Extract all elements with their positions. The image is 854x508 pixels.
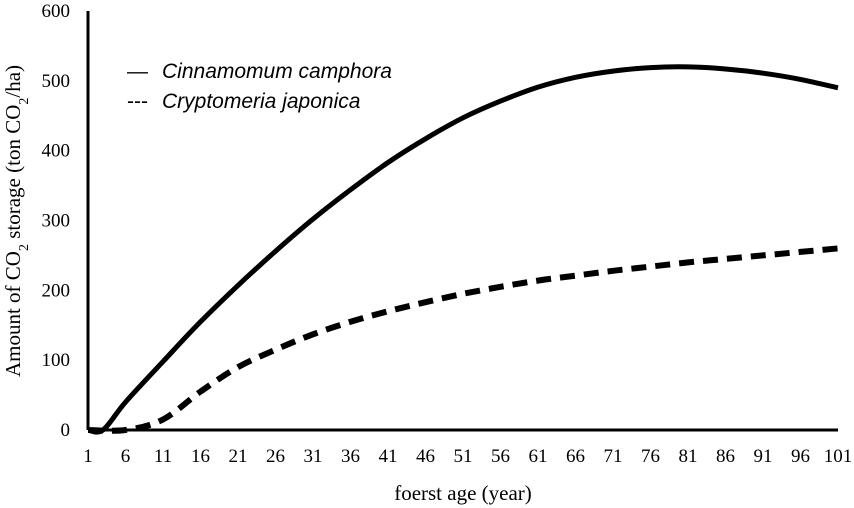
x-tick-label: 31 — [304, 446, 323, 467]
legend-marker-dashed: --- — [127, 90, 148, 113]
y-tick-label: 300 — [42, 211, 71, 232]
axes — [86, 11, 838, 432]
x-tick-label: 66 — [566, 446, 585, 467]
x-tick-label: 41 — [379, 446, 398, 467]
legend-item-cryptomeria: --- Cryptomeria japonica — [127, 90, 360, 113]
y-tick-label: 500 — [42, 71, 71, 92]
plot-series — [87, 64, 839, 435]
x-tick-label: 21 — [229, 446, 248, 467]
y-tick-label: 200 — [42, 280, 71, 301]
series-line-cryptomeria — [87, 245, 839, 434]
x-tick-label: 56 — [491, 446, 510, 467]
series-line-cinnamomum — [87, 64, 839, 435]
x-tick-label: 36 — [341, 446, 360, 467]
x-tick-labels: 1 6 11 16 21 26 31 36 41 46 51 56 61 66 71 76 81 86 91 96 10… — [83, 446, 852, 467]
y-tick-label: 100 — [42, 350, 71, 371]
x-axis-title: foerst age (year) — [394, 481, 532, 505]
legend: — Cinnamomum camphora --- Cryptomeria ja… — [127, 60, 392, 113]
x-tick-label: 51 — [454, 446, 473, 467]
x-tick-label: 61 — [529, 446, 548, 467]
x-tick-label: 46 — [416, 446, 435, 467]
y-tick-label: 0 — [61, 420, 71, 441]
legend-item-cinnamomum: — Cinnamomum camphora — [127, 60, 392, 83]
x-tick-label: 91 — [754, 446, 773, 467]
legend-marker-solid: — — [127, 60, 148, 83]
x-tick-label: 101 — [824, 446, 853, 467]
x-tick-label: 86 — [716, 446, 735, 467]
legend-label-cryptomeria: Cryptomeria japonica — [162, 90, 360, 113]
x-tick-label: 81 — [679, 446, 698, 467]
y-tick-labels: 0 100 200 300 400 500 600 — [42, 1, 71, 441]
y-tick-label: 400 — [42, 141, 71, 162]
x-tick-label: 11 — [154, 446, 172, 467]
x-tick-label: 6 — [121, 446, 131, 467]
x-tick-label: 1 — [83, 446, 93, 467]
x-tick-label: 71 — [604, 446, 623, 467]
y-axis-title: Amount of CO2 storage (ton CO2/ha) — [1, 65, 32, 377]
y-tick-label: 600 — [42, 1, 71, 22]
x-tick-label: 96 — [791, 446, 810, 467]
legend-label-cinnamomum: Cinnamomum camphora — [162, 60, 392, 83]
x-tick-label: 26 — [266, 446, 285, 467]
x-tick-label: 76 — [641, 446, 660, 467]
x-tick-label: 16 — [191, 446, 210, 467]
